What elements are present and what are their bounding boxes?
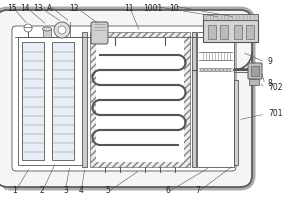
Text: 13: 13 <box>33 4 43 13</box>
Text: 10: 10 <box>169 4 179 13</box>
Text: 14: 14 <box>20 4 30 13</box>
Circle shape <box>54 22 70 38</box>
Bar <box>234 80 238 165</box>
Ellipse shape <box>43 27 52 31</box>
Text: 4: 4 <box>79 186 83 195</box>
Text: 2: 2 <box>40 186 44 195</box>
Bar <box>208 25 216 39</box>
FancyBboxPatch shape <box>0 10 252 187</box>
Ellipse shape <box>208 69 212 71</box>
Bar <box>192 32 196 167</box>
Bar <box>234 25 242 39</box>
FancyBboxPatch shape <box>248 63 262 79</box>
Text: 6: 6 <box>166 186 170 195</box>
Bar <box>22 42 44 160</box>
Text: A: A <box>47 4 52 13</box>
Circle shape <box>58 26 66 34</box>
Bar <box>18 37 86 165</box>
Text: 702: 702 <box>268 83 283 92</box>
Text: 12: 12 <box>69 4 79 13</box>
Bar <box>197 32 234 167</box>
Bar <box>43 29 51 37</box>
FancyBboxPatch shape <box>12 26 236 171</box>
Ellipse shape <box>227 69 231 71</box>
Ellipse shape <box>215 69 219 71</box>
Bar <box>220 25 228 39</box>
Text: 5: 5 <box>106 186 110 195</box>
Bar <box>90 32 190 167</box>
Text: 11: 11 <box>124 4 134 13</box>
Bar <box>52 42 74 160</box>
Bar <box>249 79 259 85</box>
Ellipse shape <box>219 69 223 71</box>
Ellipse shape <box>223 69 227 71</box>
Circle shape <box>24 24 32 32</box>
Text: 9: 9 <box>268 58 273 66</box>
Ellipse shape <box>204 69 208 71</box>
FancyBboxPatch shape <box>91 22 108 44</box>
Bar <box>82 32 87 167</box>
Bar <box>96 37 184 162</box>
Ellipse shape <box>200 69 204 71</box>
Text: 8: 8 <box>268 79 273 88</box>
Text: 7: 7 <box>196 186 200 195</box>
Bar <box>203 20 258 42</box>
Text: 1: 1 <box>13 186 17 195</box>
Bar <box>251 66 259 76</box>
Text: 1001: 1001 <box>143 4 163 13</box>
Bar <box>246 25 254 39</box>
Bar <box>203 14 258 20</box>
Text: 3: 3 <box>63 186 68 195</box>
Text: 15: 15 <box>7 4 17 13</box>
Ellipse shape <box>212 69 216 71</box>
Text: 701: 701 <box>268 109 283 118</box>
